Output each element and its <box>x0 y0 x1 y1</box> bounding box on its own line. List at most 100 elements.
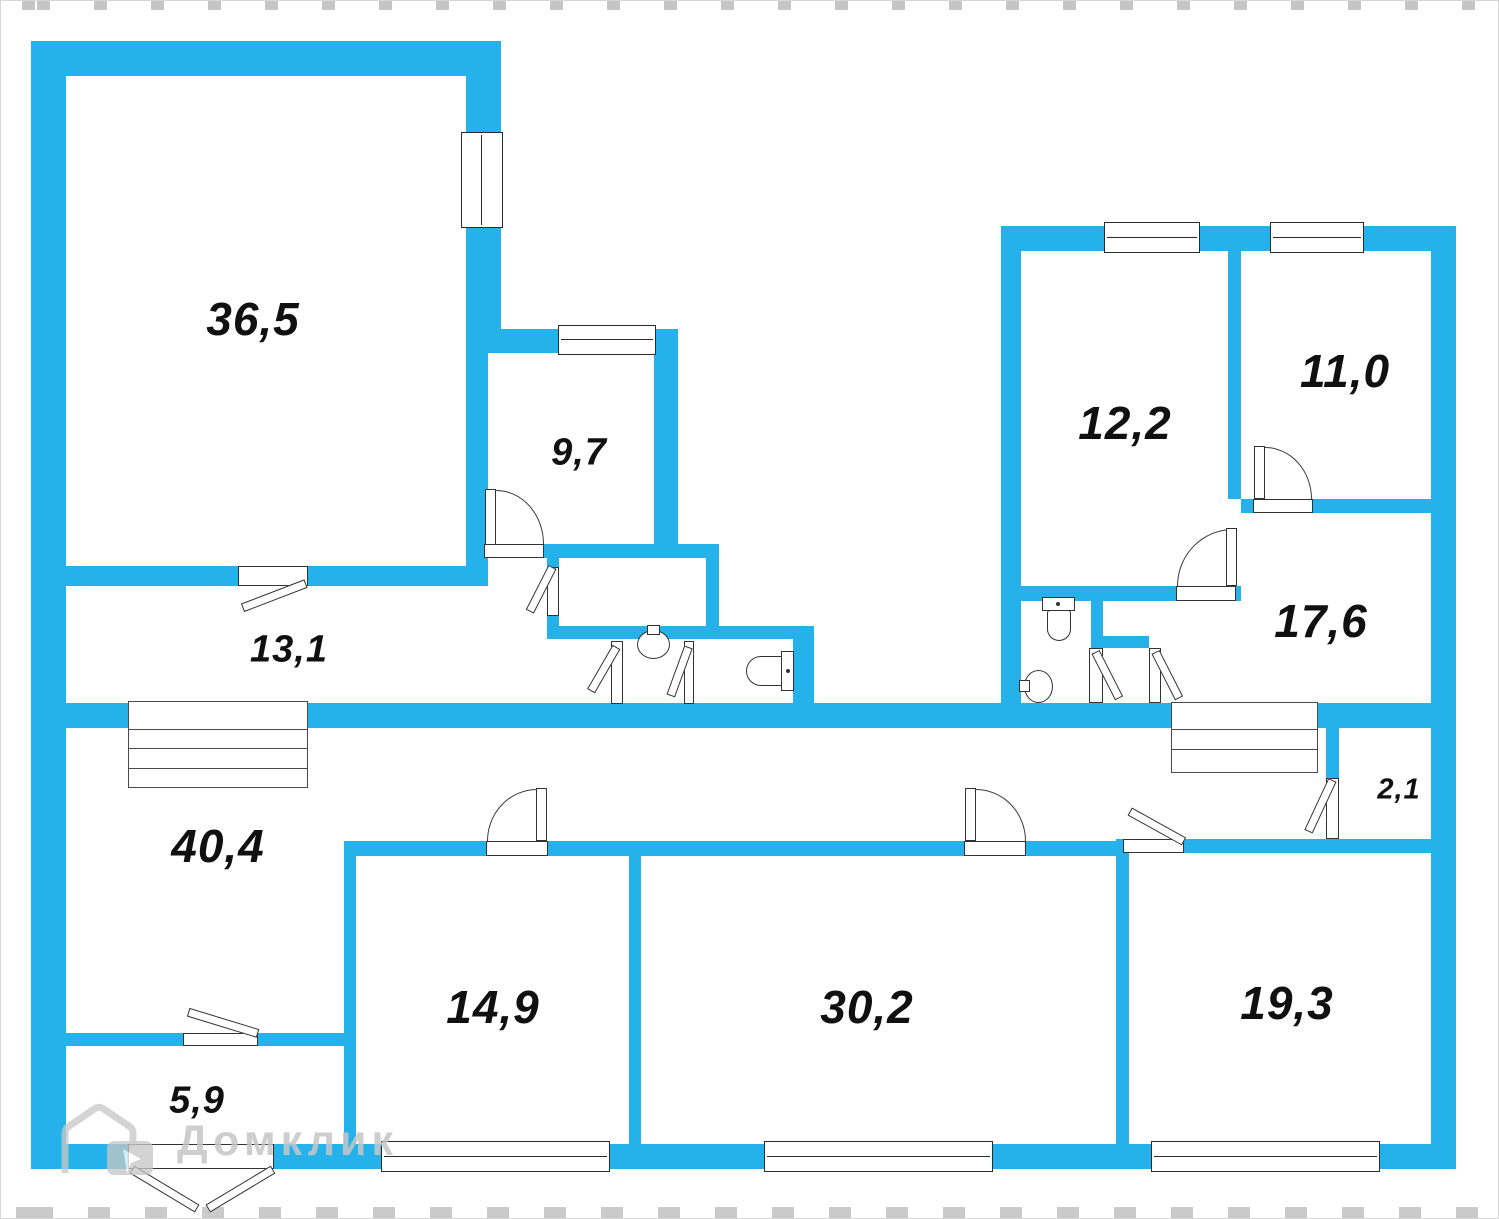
wall-segment <box>1001 226 1107 251</box>
wall-segment <box>258 1033 344 1046</box>
watermark: Домклик <box>59 1103 398 1175</box>
door-leaf <box>536 788 547 841</box>
wall-segment <box>344 841 486 856</box>
door-leaf <box>485 489 496 545</box>
wall-segment <box>1198 226 1273 251</box>
door-leaf <box>965 788 976 841</box>
door-threshold <box>486 841 548 856</box>
wall-segment <box>547 614 559 626</box>
wall-segment <box>991 1144 1153 1169</box>
wall-segment <box>1116 839 1123 853</box>
window-icon <box>381 1141 610 1172</box>
wall-segment <box>308 566 466 586</box>
wall-segment <box>466 228 501 329</box>
wall-segment <box>1001 251 1021 703</box>
door-threshold <box>484 544 544 558</box>
room-area-label: 13,1 <box>250 628 328 671</box>
wall-segment <box>547 558 559 569</box>
wall-segment <box>654 353 678 544</box>
toilet-button <box>786 669 790 673</box>
door-threshold <box>1176 586 1236 601</box>
door-threshold <box>964 841 1026 856</box>
room-area-label: 17,6 <box>1274 595 1368 647</box>
wall-segment <box>466 544 484 558</box>
window-icon <box>1151 1141 1380 1172</box>
wall-segment <box>706 558 719 626</box>
wall-segment <box>1241 499 1253 513</box>
wall-segment <box>1234 586 1241 601</box>
wall-segment <box>548 841 964 856</box>
stair-step <box>1171 729 1318 730</box>
door-arc <box>976 789 1026 841</box>
wall-segment <box>608 1144 766 1169</box>
wall-segment <box>1228 251 1241 499</box>
sink-tap <box>647 625 660 635</box>
wall-segment <box>1026 841 1116 856</box>
room-area-label: 9,7 <box>551 431 607 474</box>
window-icon <box>558 325 656 355</box>
door-arc <box>1265 447 1312 499</box>
wall-segment <box>466 41 501 134</box>
door-leaf <box>1254 446 1265 499</box>
room-area-label: 19,3 <box>1240 977 1334 1029</box>
watermark-text: Домклик <box>177 1117 398 1165</box>
wall-segment <box>656 329 678 353</box>
toilet-button <box>1056 602 1060 606</box>
stair-step <box>1171 749 1318 750</box>
wall-segment <box>274 1144 383 1169</box>
wall-segment <box>629 856 641 1144</box>
wall-segment <box>793 639 814 703</box>
stairs-icon <box>128 701 308 788</box>
room-area-label: 11,0 <box>1299 345 1391 397</box>
room-area-label: 40,4 <box>171 820 265 872</box>
door-arc <box>496 490 544 544</box>
wall-segment <box>66 1033 183 1046</box>
window-icon <box>1104 222 1200 253</box>
stair-step <box>128 748 308 749</box>
toilet-bowl <box>746 656 784 686</box>
room-area-label: 36,5 <box>206 293 300 345</box>
door-threshold <box>238 566 308 586</box>
door-threshold <box>684 641 694 704</box>
window-icon <box>1270 222 1364 253</box>
domclick-logo-icon <box>61 1103 153 1175</box>
room-area-label: 2,1 <box>1377 773 1421 806</box>
wall-segment <box>1184 839 1456 853</box>
stair-step <box>128 729 308 730</box>
wall-segment <box>547 626 814 639</box>
wall-segment <box>66 566 238 586</box>
room-area-label: 14,9 <box>446 981 540 1033</box>
window-icon <box>461 132 503 228</box>
sink-tap <box>1019 680 1030 692</box>
wall-segment <box>1313 499 1431 513</box>
wall-segment <box>1378 1144 1456 1169</box>
wall-segment <box>1326 728 1339 778</box>
room-area-label: 12,2 <box>1078 397 1172 449</box>
wall-segment <box>466 329 559 353</box>
wall-segment <box>1091 601 1103 648</box>
wall-segment <box>1431 226 1456 1169</box>
watermark-tile-strip-bottom <box>1 1207 1498 1218</box>
room-area-label: 5,9 <box>169 1079 225 1122</box>
stairs-icon <box>1171 702 1318 773</box>
door-arc <box>487 789 537 841</box>
window-icon <box>764 1141 993 1172</box>
door-leaf <box>1226 528 1237 586</box>
door-threshold <box>183 1033 258 1046</box>
stair-step <box>128 768 308 769</box>
toilet-bowl <box>1047 610 1071 641</box>
wall-segment <box>1116 853 1129 1144</box>
watermark-tile-strip-top <box>1 1 1498 10</box>
wall-segment <box>31 41 501 76</box>
door-arc <box>1177 529 1233 586</box>
wall-segment <box>466 329 488 586</box>
room-area-label: 30,2 <box>820 981 914 1033</box>
door-threshold <box>1253 499 1313 513</box>
door-threshold <box>1123 839 1184 853</box>
wall-segment <box>31 41 66 1169</box>
wall-segment <box>544 544 719 558</box>
wall-segment <box>1103 636 1149 648</box>
wall-segment <box>344 856 356 1144</box>
wall-segment <box>31 703 128 728</box>
